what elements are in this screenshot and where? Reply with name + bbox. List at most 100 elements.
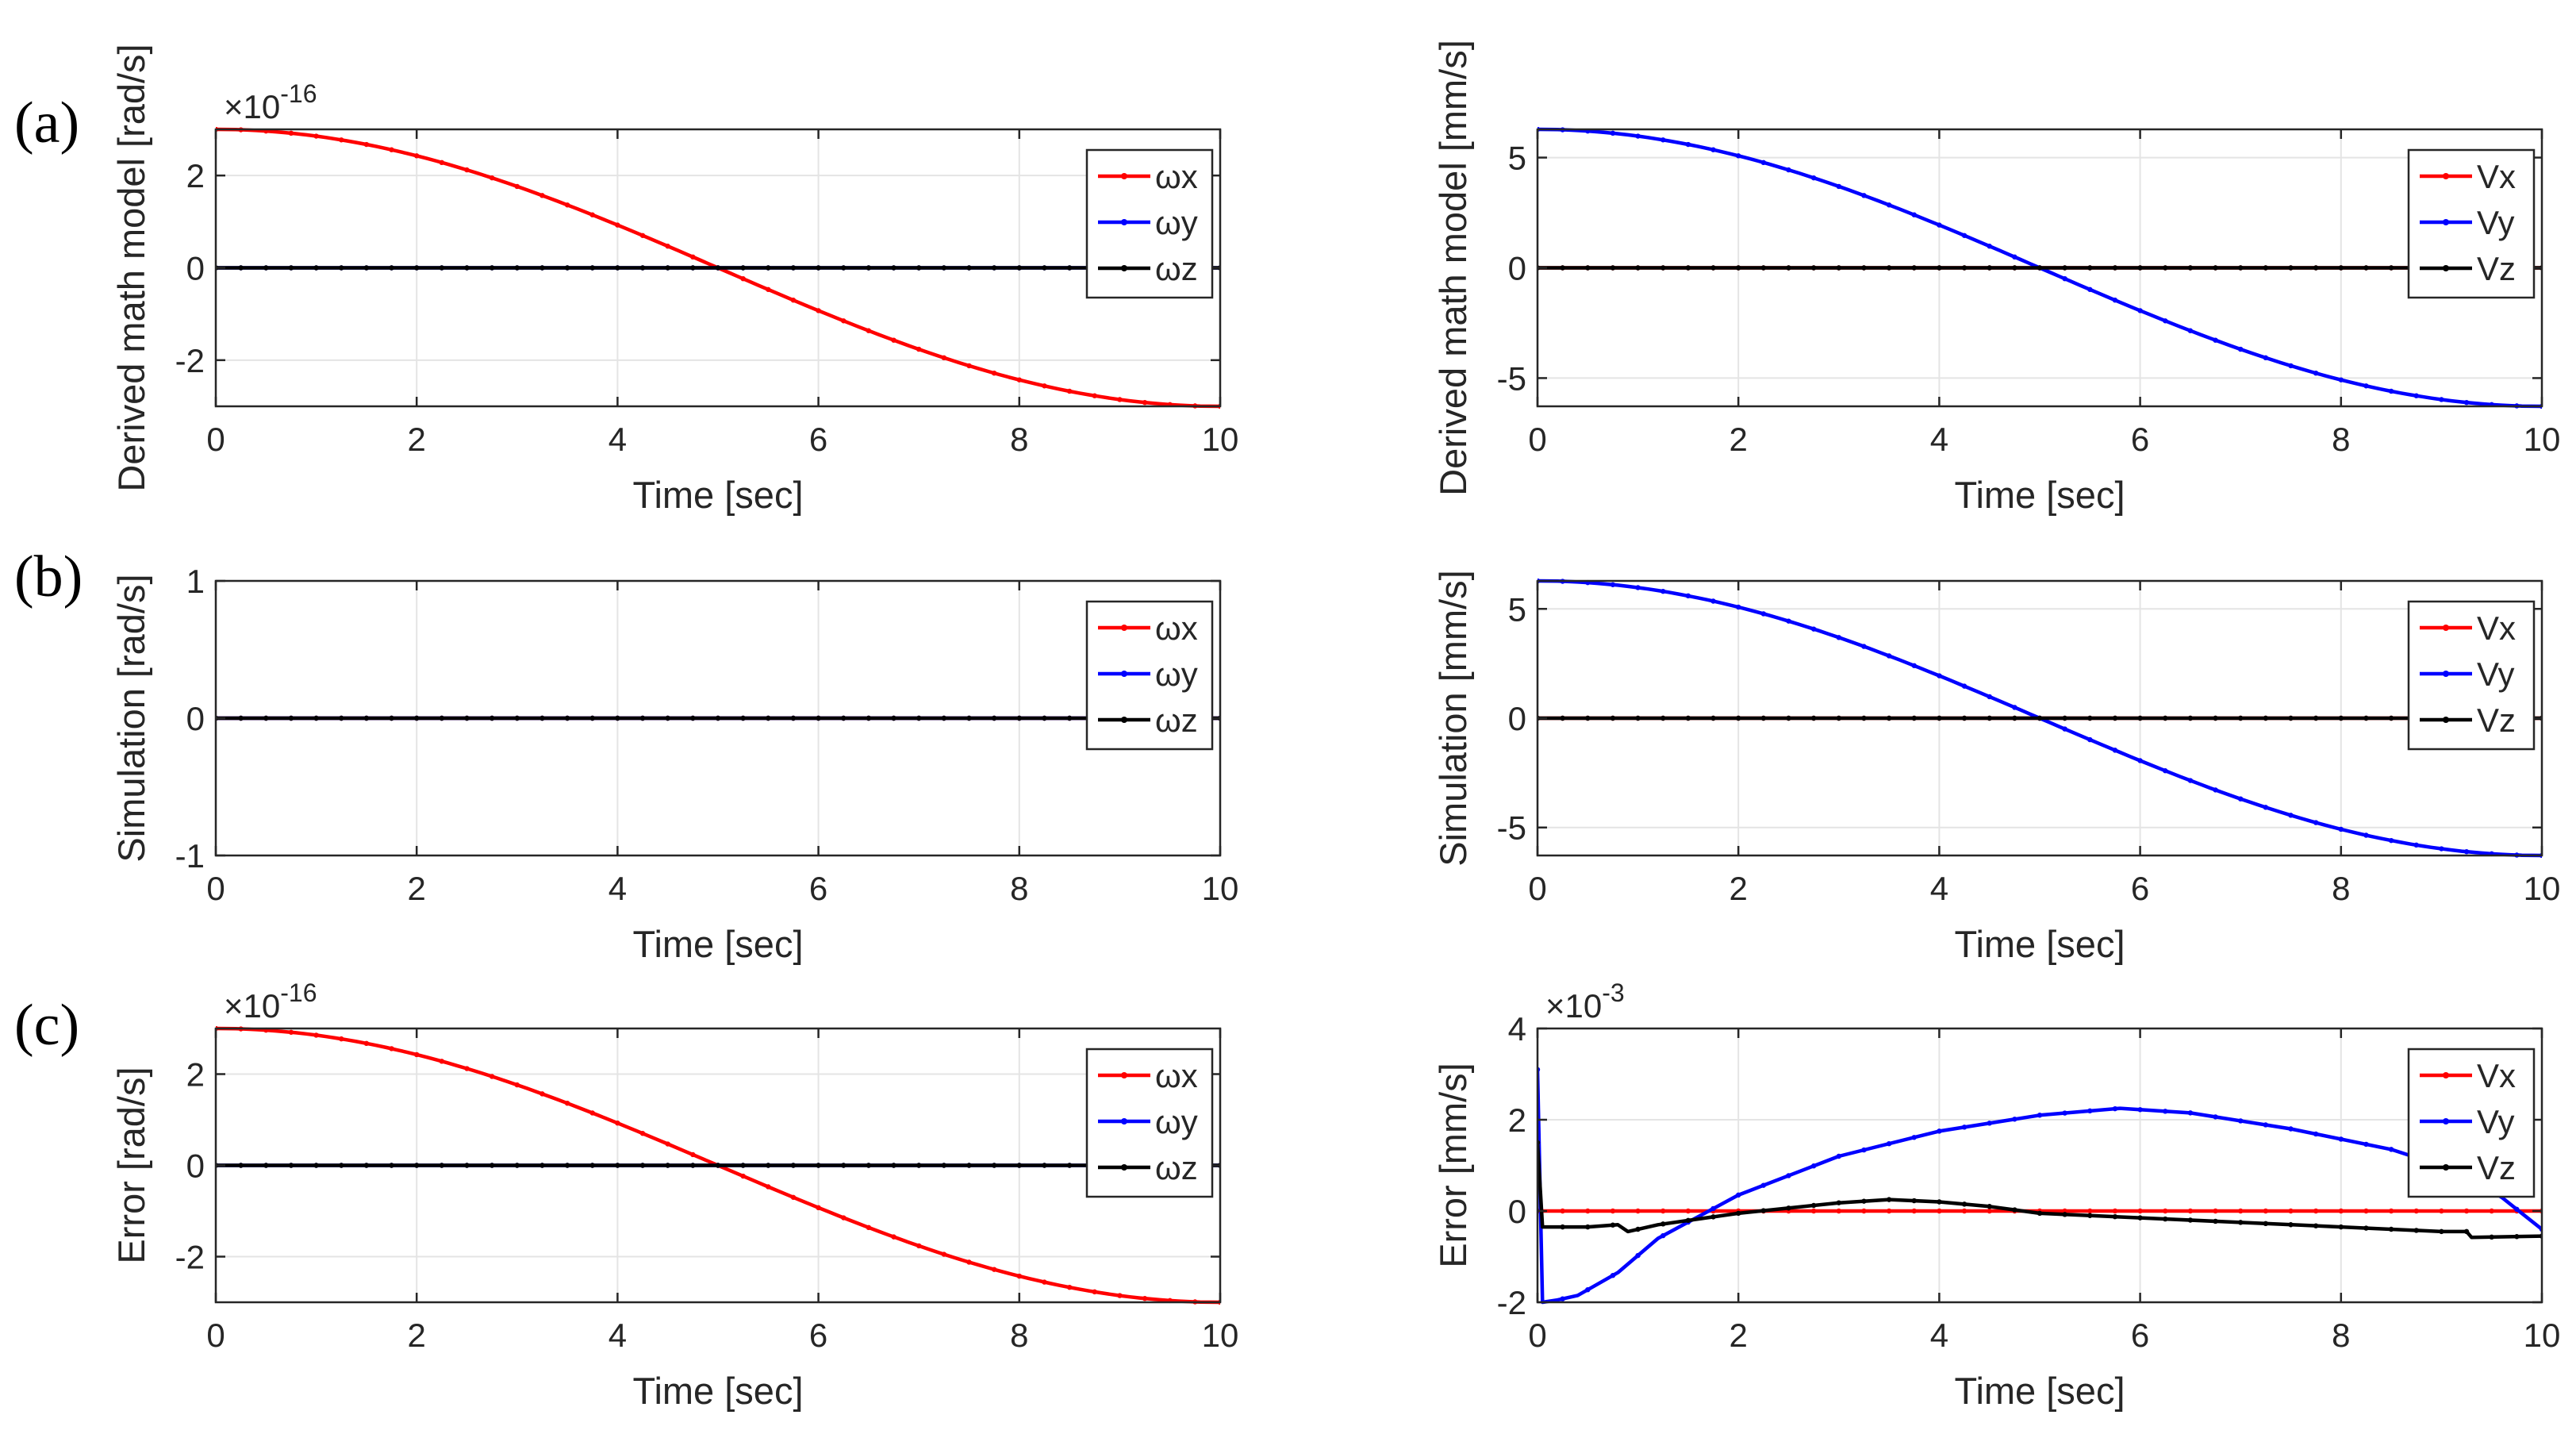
- series-marker-Vy: [1585, 1286, 1591, 1293]
- series-marker-Vy: [2413, 393, 2419, 398]
- legend-marker-Vz: [2443, 265, 2449, 271]
- series-marker-Vy: [2388, 388, 2394, 394]
- series-marker-Vy: [2388, 837, 2394, 844]
- series-marker-Vy: [1610, 130, 1616, 136]
- series-marker-ωz: [615, 715, 620, 721]
- x-axis-label: Time [sec]: [1954, 474, 2125, 516]
- x-tick-label: 10: [2524, 421, 2561, 458]
- series-marker-ωz: [665, 715, 670, 721]
- series-marker-Vy: [2363, 1141, 2369, 1148]
- series-marker-Vz: [1987, 265, 1992, 271]
- series-marker-Vy: [2012, 705, 2017, 710]
- series-marker-ωz: [766, 715, 771, 721]
- y-tick-label: -5: [1497, 359, 1526, 397]
- series-marker-Vy: [1736, 1192, 1741, 1198]
- series-marker-ωz: [690, 1163, 696, 1168]
- series-marker-ωz: [439, 265, 445, 271]
- series-marker-Vy: [2439, 846, 2444, 852]
- x-tick-label: 4: [1930, 870, 1948, 907]
- x-tick-label: 2: [1729, 1317, 1748, 1354]
- series-marker-ωx: [615, 222, 620, 228]
- series-marker-Vz: [2087, 265, 2093, 271]
- series-marker-ωx: [339, 1036, 344, 1042]
- series-marker-Vy: [1961, 233, 1968, 238]
- exponent-base: ×10: [1545, 987, 1602, 1025]
- series-marker-Vz: [1861, 1198, 1867, 1204]
- series-marker-ωz: [363, 715, 370, 721]
- series-marker-ωx: [766, 286, 771, 292]
- series-marker-ωz: [816, 1163, 821, 1168]
- series-marker-Vx: [2463, 1208, 2470, 1214]
- series-marker-Vx: [2112, 1208, 2118, 1214]
- series-marker-ωz: [841, 1163, 847, 1168]
- series-marker-Vx: [2439, 1208, 2444, 1214]
- series-marker-Vx: [1585, 1208, 1591, 1214]
- series-marker-Vz: [2313, 715, 2319, 721]
- series-marker-Vy: [1987, 1121, 1992, 1126]
- series-marker-Vy: [1760, 160, 1767, 166]
- panel-label-b: (b): [14, 544, 83, 609]
- series-marker-Vz: [2062, 265, 2067, 271]
- x-tick-label: 0: [206, 1317, 225, 1354]
- series-marker-Vz: [1685, 265, 1691, 271]
- series-marker-ωx: [841, 318, 847, 324]
- x-tick-label: 0: [1528, 421, 1546, 458]
- series-group: [216, 1026, 1220, 1305]
- series-marker-ωx: [866, 328, 872, 333]
- x-axis-label: Time [sec]: [632, 1370, 803, 1412]
- series-marker-Vy: [1635, 1252, 1641, 1259]
- legend: ωx ωy ωz: [1085, 1048, 1214, 1198]
- series-marker-Vz: [2238, 715, 2244, 721]
- legend: Vx Vy Vz: [2407, 600, 2536, 751]
- series-marker-ωx: [489, 1074, 495, 1079]
- series-marker-ωz: [414, 715, 420, 721]
- series-marker-Vx: [2137, 1208, 2143, 1214]
- series-marker-ωx: [891, 337, 896, 343]
- panel-label-c: (c): [14, 993, 80, 1058]
- x-tick-label: 8: [1010, 870, 1028, 907]
- y-axis-label: Error [rad/s]: [110, 1067, 152, 1263]
- series-marker-ωz: [564, 715, 570, 721]
- series-marker-ωz: [1066, 1163, 1073, 1168]
- legend-label-ωy: ωy: [1155, 204, 1198, 241]
- series-marker-ωx: [288, 130, 294, 136]
- series-marker-Vz: [1911, 1198, 1917, 1204]
- series-marker-ωz: [615, 1163, 620, 1168]
- series-marker-Vz: [2163, 265, 2168, 271]
- series-marker-Vz: [2163, 715, 2168, 721]
- y-tick-label: -2: [1497, 1284, 1526, 1321]
- series-marker-Vy: [2012, 254, 2017, 260]
- series-marker-ωz: [1042, 265, 1047, 271]
- series-marker-ωz: [589, 1163, 595, 1168]
- series-marker-ωx: [1092, 393, 1097, 398]
- series-marker-Vz: [1886, 265, 1892, 271]
- series-marker-Vx: [1610, 1208, 1616, 1214]
- series-marker-ωz: [589, 265, 595, 271]
- series-marker-ωz: [941, 265, 947, 271]
- x-tick-label: 6: [809, 870, 827, 907]
- legend-marker-ωy: [1121, 1118, 1127, 1125]
- legend-marker-Vz: [2443, 1164, 2449, 1171]
- series-marker-Vz: [2112, 265, 2118, 271]
- series-marker-Vy: [1886, 653, 1892, 659]
- series-marker-ωx: [1066, 1284, 1073, 1290]
- series-marker-Vy: [2137, 1107, 2143, 1113]
- series-marker-Vz: [1760, 265, 1767, 271]
- exponent-base: ×10: [224, 88, 280, 125]
- series-marker-ωx: [339, 137, 344, 143]
- series-marker-ωz: [715, 1163, 721, 1168]
- series-marker-Vz: [1760, 1208, 1767, 1213]
- series-marker-Vy: [2439, 397, 2444, 402]
- series-marker-Vz: [2087, 715, 2093, 721]
- series-marker-Vx: [1911, 1208, 1917, 1214]
- series-marker-Vx: [2388, 1208, 2394, 1214]
- series-marker-Vx: [1660, 1208, 1666, 1214]
- series-marker-Vy: [1836, 183, 1841, 190]
- legend-label-ωy: ωy: [1155, 655, 1198, 693]
- legend-marker-ωy: [1121, 671, 1127, 677]
- series-marker-Vz: [2439, 1228, 2444, 1235]
- series-marker-ωz: [816, 265, 821, 271]
- series-marker-Vx: [1961, 1208, 1968, 1214]
- series-marker-ωz: [288, 715, 294, 721]
- y-tick-label: 0: [1508, 250, 1526, 287]
